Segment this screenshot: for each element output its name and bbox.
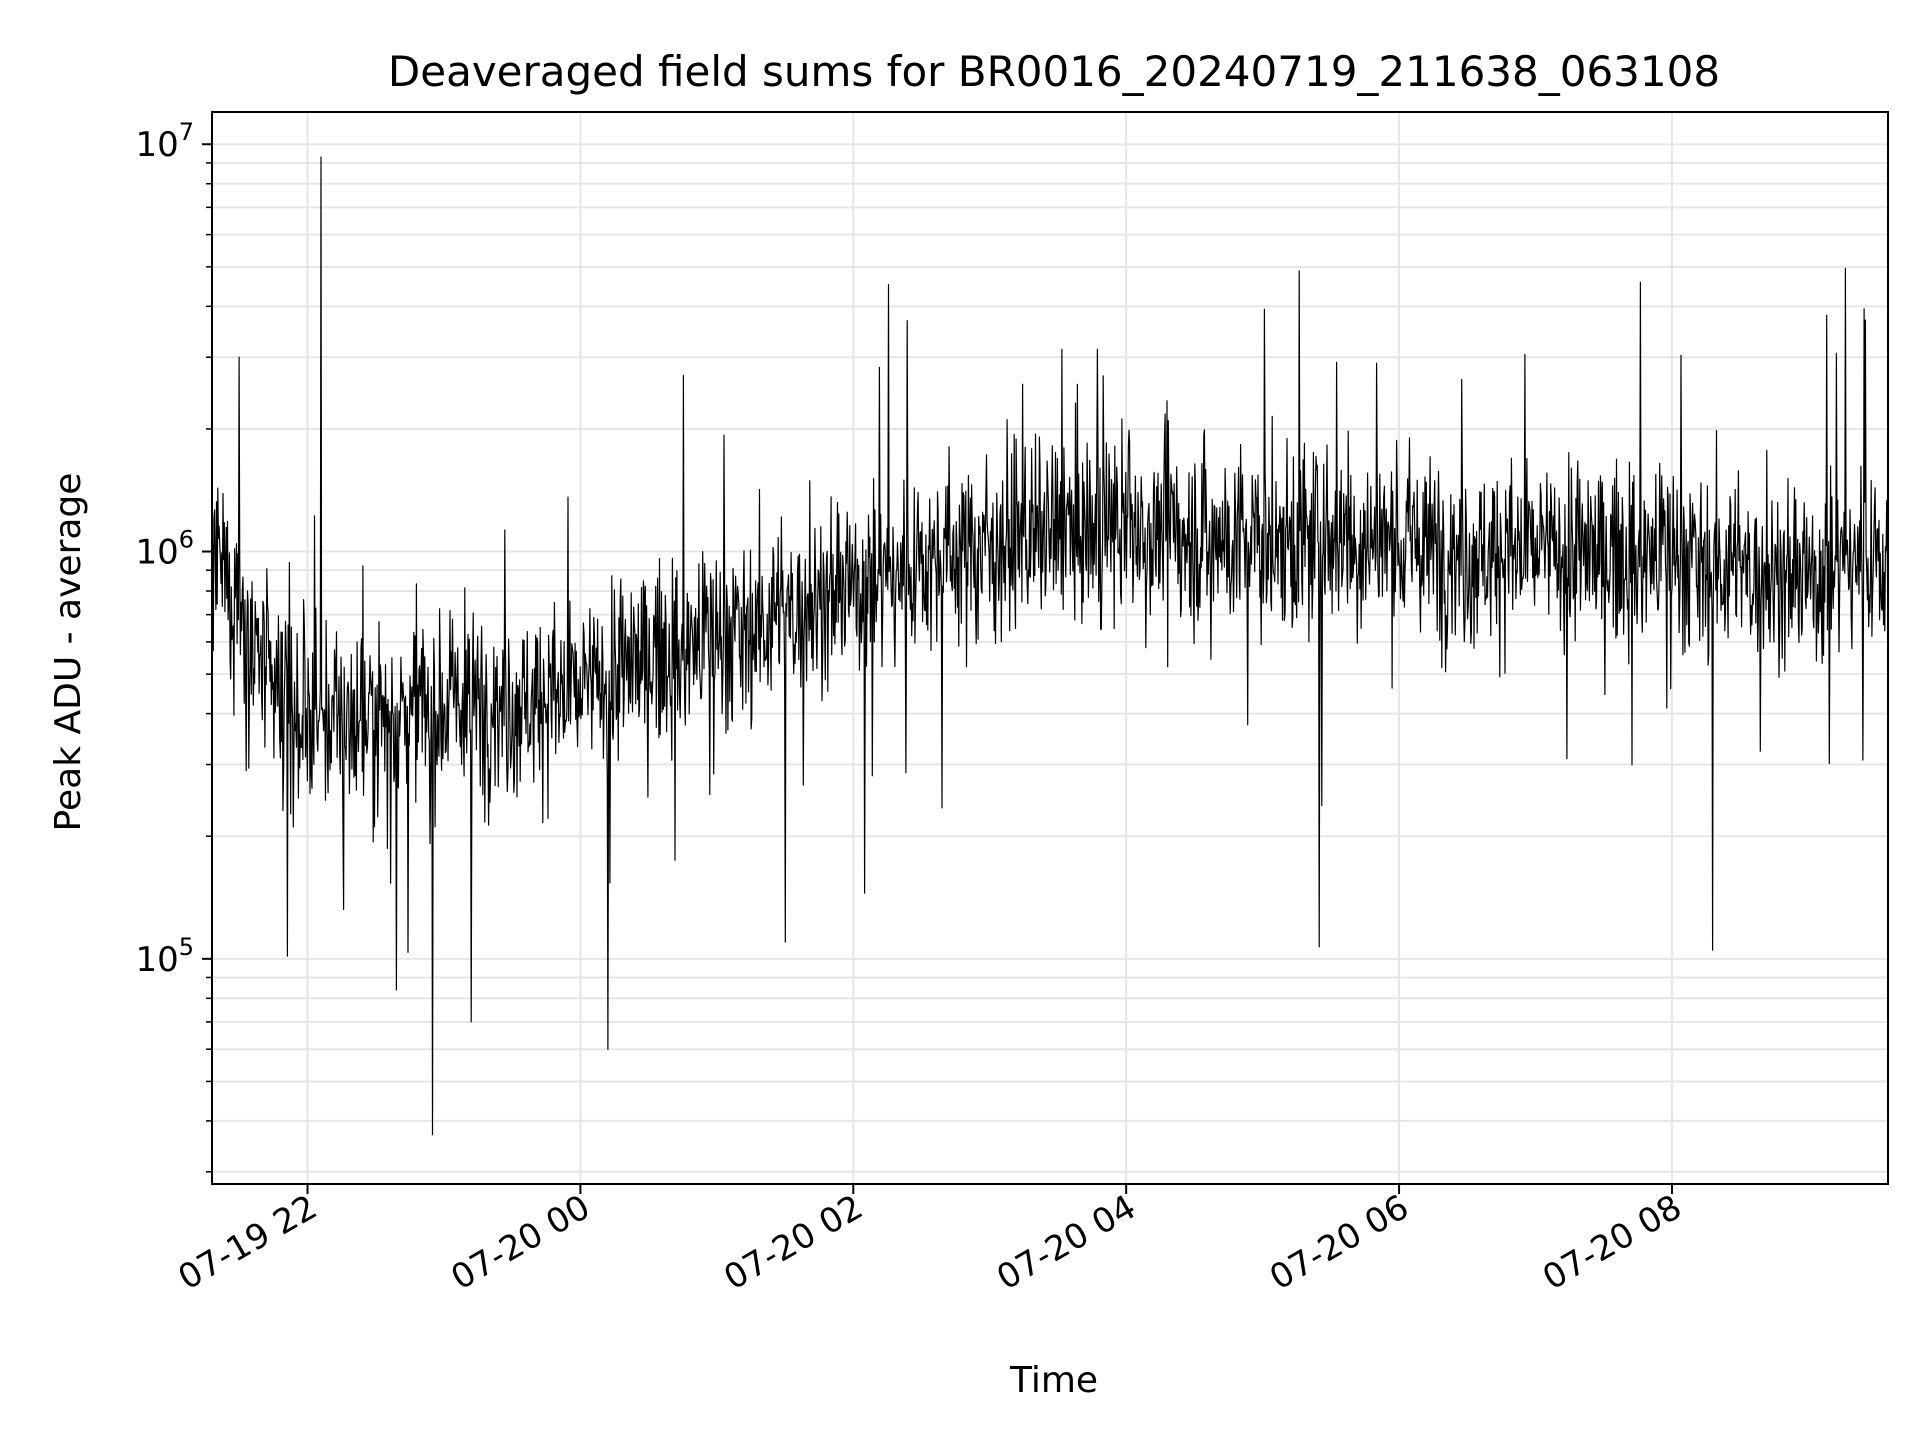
y-axis: 105 106 107 — [135, 118, 212, 1173]
y-tick-label: 107 — [135, 118, 194, 165]
x-axis-label: Time — [1009, 1360, 1098, 1401]
series-line — [211, 156, 1889, 1136]
x-grid — [306, 112, 1673, 1184]
y-tick-label: 105 — [135, 933, 194, 980]
y-tick-label: 106 — [135, 526, 194, 573]
plot-frame — [211, 111, 1889, 1185]
data-layer — [211, 156, 1889, 1136]
chart-title: Deaveraged field sums for BR0016_2024071… — [388, 47, 1720, 96]
y-axis-label: Peak ADU - average — [48, 473, 89, 832]
y-grid — [212, 143, 1888, 1173]
